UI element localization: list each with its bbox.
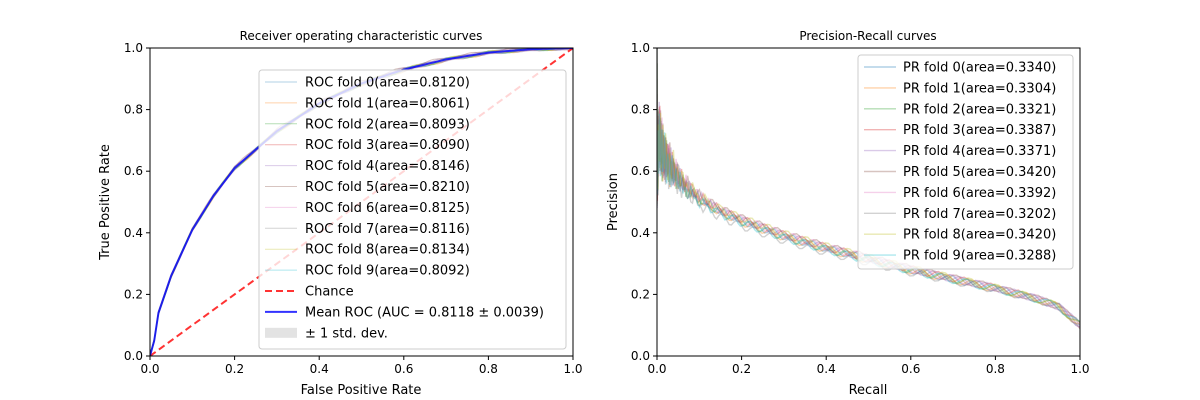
pr-fold-line <box>657 48 1080 327</box>
pr-ytick-label: 0.8 <box>631 103 650 117</box>
roc-legend-label: ROC fold 5(area=0.8210) <box>305 180 470 195</box>
pr-legend-label: PR fold 9(area=0.3288) <box>903 249 1056 264</box>
roc-legend-label: ROC fold 4(area=0.8146) <box>305 159 470 174</box>
pr-title: Precision-Recall curves <box>799 29 936 43</box>
pr-ylabel: Precision <box>606 173 621 231</box>
roc-ytick-label: 0.8 <box>124 103 143 117</box>
pr-legend-label: PR fold 2(area=0.3321) <box>903 102 1056 117</box>
roc-legend-label: ROC fold 6(area=0.8125) <box>305 201 470 216</box>
pr-fold-line <box>657 78 1080 329</box>
roc-legend-label: ± 1 std. dev. <box>305 326 388 341</box>
pr-ytick-label: 0.6 <box>631 164 650 178</box>
pr-ytick-label: 0.2 <box>631 287 650 301</box>
roc-legend-label: ROC fold 2(area=0.8093) <box>305 117 470 132</box>
pr-xtick-label: 0.2 <box>732 362 751 376</box>
roc-ytick-label: 0.6 <box>124 164 143 178</box>
pr-legend-label: PR fold 5(area=0.3420) <box>903 165 1056 180</box>
roc-xtick-label: 0.4 <box>310 362 329 376</box>
roc-legend-label: ROC fold 3(area=0.8090) <box>305 138 470 153</box>
roc-ytick-label: 0.0 <box>124 349 143 363</box>
roc-legend-label: Chance <box>305 285 354 300</box>
pr-fold-line <box>657 48 1080 323</box>
pr-xtick-label: 0.0 <box>647 362 666 376</box>
pr-fold-line <box>657 78 1080 323</box>
roc-ticks: 0.0 0.2 0.4 0.6 0.8 1.0 0.0 0.2 0.4 0.6 0.8 1.0 <box>124 41 583 376</box>
pr-xlabel: Recall <box>849 383 888 398</box>
pr-legend-label: PR fold 4(area=0.3371) <box>903 144 1056 159</box>
roc-xtick-label: 0.8 <box>479 362 498 376</box>
roc-legend-swatch <box>265 327 297 338</box>
roc-xlabel: False Positive Rate <box>301 383 422 398</box>
pr-xtick-label: 0.4 <box>817 362 836 376</box>
pr-ticks: 0.0 0.2 0.4 0.6 0.8 1.0 0.0 0.2 0.4 0.6 0.8 1.0 <box>631 41 1090 376</box>
pr-legend-label: PR fold 6(area=0.3392) <box>903 186 1056 201</box>
pr-axes-frame <box>656 47 1081 357</box>
pr-ytick-label: 1.0 <box>631 41 650 55</box>
pr-fold-line <box>657 63 1080 325</box>
pr-fold-line <box>657 94 1080 326</box>
roc-legend-label: ROC fold 0(area=0.8120) <box>305 76 470 91</box>
roc-legend-label: ROC fold 1(area=0.8061) <box>305 96 470 111</box>
roc-ytick-label: 1.0 <box>124 41 143 55</box>
pr-xtick-label: 0.6 <box>901 362 920 376</box>
pr-ytick-label: 0.4 <box>631 226 650 240</box>
roc-legend-label: ROC fold 9(area=0.8092) <box>305 264 470 279</box>
pr-xtick-label: 1.0 <box>1070 362 1089 376</box>
roc-axes-frame <box>149 47 574 357</box>
roc-xtick-label: 1.0 <box>563 362 582 376</box>
pr-legend-label: PR fold 3(area=0.3387) <box>903 123 1056 138</box>
pr-legend: PR fold 0(area=0.3340) PR fold 1(area=0.3… <box>857 54 1074 270</box>
pr-legend-box <box>857 54 1074 270</box>
roc-ylabel: True Positive Rate <box>98 144 113 261</box>
pr-legend-label: PR fold 7(area=0.3202) <box>903 207 1056 222</box>
roc-xtick-label: 0.6 <box>394 362 413 376</box>
roc-xtick-label: 0.2 <box>225 362 244 376</box>
roc-title: Receiver operating characteristic curves <box>240 29 483 43</box>
roc-chart: Receiver operating characteristic curves… <box>98 29 583 398</box>
pr-legend-label: PR fold 8(area=0.3420) <box>903 228 1056 243</box>
roc-legend-box <box>258 69 567 350</box>
roc-legend-label: Mean ROC (AUC = 0.8118 ± 0.0039) <box>305 305 544 320</box>
pr-fold-line <box>657 63 1080 330</box>
pr-ytick-label: 0.0 <box>631 349 650 363</box>
roc-xtick-label: 0.0 <box>140 362 159 376</box>
roc-legend-label: ROC fold 8(area=0.8134) <box>305 243 470 258</box>
pr-fold-line <box>657 48 1080 328</box>
pr-fold-line <box>657 94 1080 324</box>
pr-legend-label: PR fold 1(area=0.3304) <box>903 81 1056 96</box>
roc-legend: ROC fold 0(area=0.8120) ROC fold 1(area=0… <box>258 69 567 350</box>
pr-legend-label: PR fold 0(area=0.3340) <box>903 61 1056 76</box>
roc-ytick-label: 0.2 <box>124 287 143 301</box>
pr-chart: Precision-Recall curves 0.0 0.2 0.4 0.6 0.8 1… <box>606 29 1090 398</box>
pr-fold-line <box>657 63 1080 323</box>
pr-plot-area <box>657 48 1080 330</box>
roc-ytick-label: 0.4 <box>124 226 143 240</box>
roc-legend-label: ROC fold 7(area=0.8116) <box>305 222 470 237</box>
pr-xtick-label: 0.8 <box>986 362 1005 376</box>
